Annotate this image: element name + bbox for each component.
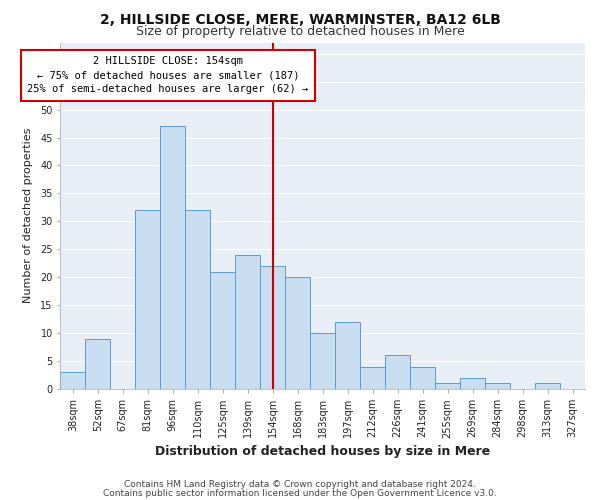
Bar	[535, 384, 560, 389]
Bar	[435, 384, 460, 389]
Bar	[260, 266, 285, 389]
Bar	[335, 322, 360, 389]
Bar	[160, 126, 185, 389]
Bar	[85, 338, 110, 389]
Y-axis label: Number of detached properties: Number of detached properties	[23, 128, 34, 304]
Text: Size of property relative to detached houses in Mere: Size of property relative to detached ho…	[136, 25, 464, 38]
Text: 2, HILLSIDE CLOSE, MERE, WARMINSTER, BA12 6LB: 2, HILLSIDE CLOSE, MERE, WARMINSTER, BA1…	[100, 12, 500, 26]
Bar	[410, 366, 435, 389]
Text: Contains HM Land Registry data © Crown copyright and database right 2024.: Contains HM Land Registry data © Crown c…	[124, 480, 476, 489]
Text: Contains public sector information licensed under the Open Government Licence v3: Contains public sector information licen…	[103, 488, 497, 498]
Bar	[310, 333, 335, 389]
Bar	[460, 378, 485, 389]
Bar	[61, 372, 85, 389]
Bar	[360, 366, 385, 389]
Bar	[136, 210, 160, 389]
Bar	[285, 277, 310, 389]
Bar	[235, 255, 260, 389]
Text: 2 HILLSIDE CLOSE: 154sqm
← 75% of detached houses are smaller (187)
25% of semi-: 2 HILLSIDE CLOSE: 154sqm ← 75% of detach…	[27, 56, 308, 94]
Bar	[210, 272, 235, 389]
Bar	[185, 210, 210, 389]
Bar	[385, 356, 410, 389]
X-axis label: Distribution of detached houses by size in Mere: Distribution of detached houses by size …	[155, 444, 490, 458]
Bar	[485, 384, 510, 389]
